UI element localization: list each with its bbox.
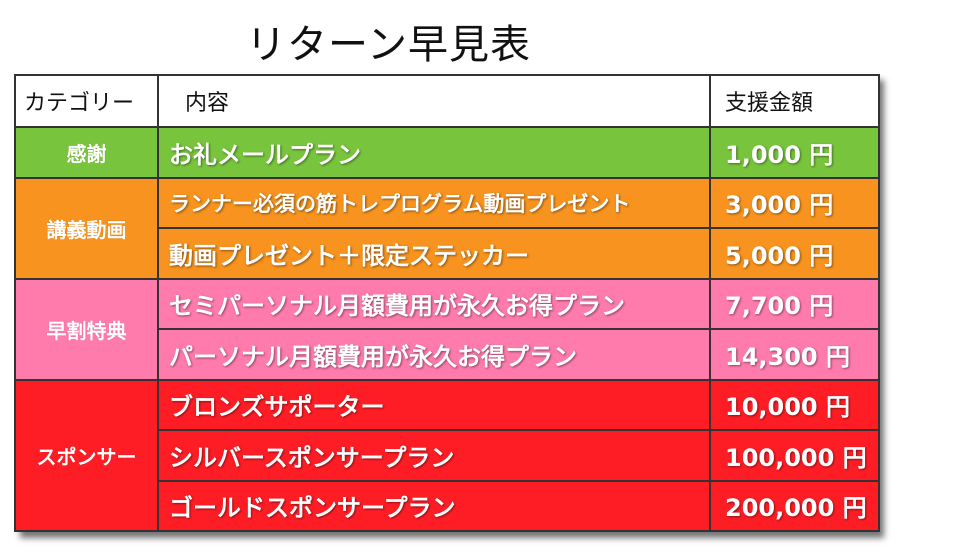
amount-cell: 10,000 円 <box>709 378 880 431</box>
amount-cell: 200,000 円 <box>709 479 880 532</box>
category-early: 早割特典 <box>14 277 159 381</box>
header-row: カテゴリー 内容 支援金額 <box>14 74 880 128</box>
header-amount: 支援金額 <box>709 74 880 128</box>
table-row: シルバースポンサープラン 100,000 円 <box>15 429 880 482</box>
table-row: 感謝 お礼メールプラン 1,000 円 <box>14 126 880 179</box>
amount-cell: 14,300 円 <box>709 328 880 381</box>
return-table: カテゴリー 内容 支援金額 感謝 お礼メールプラン 1,000 円 講義動画 ラ… <box>14 74 880 532</box>
content-cell: ランナー必須の筋トレプログラム動画プレゼント <box>157 176 711 229</box>
content-cell: ブロンズサポーター <box>157 378 711 431</box>
header-category: カテゴリー <box>14 74 159 128</box>
category-sponsor: スポンサー <box>14 378 159 532</box>
amount-cell: 100,000 円 <box>709 429 880 482</box>
table-row: 動画プレゼント＋限定ステッカー 5,000 円 <box>15 227 880 280</box>
table-row: 早割特典 セミパーソナル月額費用が永久お得プラン 7,700 円 <box>14 277 880 381</box>
content-cell: ゴールドスポンサープラン <box>157 479 711 532</box>
content-cell: お礼メールプラン <box>157 126 711 179</box>
category-thanks: 感謝 <box>14 126 159 179</box>
amount-cell: 3,000 円 <box>709 176 880 229</box>
amount-cell: 5,000 円 <box>709 227 880 280</box>
table-row: 講義動画 ランナー必須の筋トレプログラム動画プレゼント 3,000 円 <box>14 176 880 280</box>
amount-cell: 7,700 円 <box>709 277 880 330</box>
content-cell: セミパーソナル月額費用が永久お得プラン <box>157 277 711 330</box>
page-title: リターン早見表 <box>246 22 531 68</box>
table-row: スポンサー ブロンズサポーター 10,000 円 <box>14 378 880 532</box>
category-lecture: 講義動画 <box>14 176 159 280</box>
content-cell: シルバースポンサープラン <box>157 429 711 482</box>
table-row: パーソナル月額費用が永久お得プラン 14,300 円 <box>15 328 880 381</box>
header-content: 内容 <box>157 74 711 128</box>
content-cell: パーソナル月額費用が永久お得プラン <box>157 328 711 381</box>
content-cell: 動画プレゼント＋限定ステッカー <box>157 227 711 280</box>
amount-cell: 1,000 円 <box>709 126 880 179</box>
table-row: ゴールドスポンサープラン 200,000 円 <box>15 479 880 532</box>
